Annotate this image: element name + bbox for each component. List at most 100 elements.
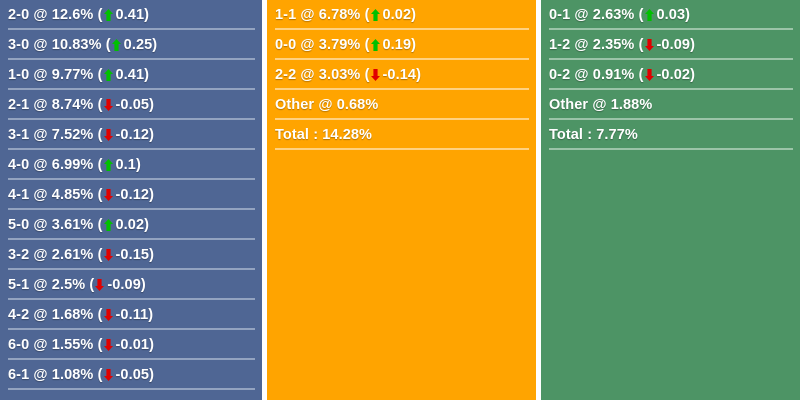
scoreline-value: 0-2 — [549, 67, 571, 83]
trend-up-arrow-icon — [370, 9, 380, 21]
delta-open-paren: ( — [89, 277, 95, 293]
delta-close-paren: ) — [690, 37, 695, 53]
scoreline-row[interactable]: 3-0 @ 10.83% (0.25) — [8, 30, 255, 60]
delta-close-paren: ) — [152, 37, 158, 53]
scoreline-row[interactable]: 6-1 @ 1.08% ( -0.05) — [8, 360, 255, 390]
at-separator: @ — [592, 97, 607, 113]
delta-open-paren: ( — [97, 367, 103, 383]
probability-percent: 6.99% — [51, 157, 94, 173]
delta-value: -0.15 — [115, 247, 150, 263]
scoreline-row[interactable]: 5-1 @ 2.5% (-0.09) — [8, 270, 255, 300]
scoreline-row[interactable]: 1-0 @ 9.77% (0.41) — [8, 60, 255, 90]
delta-close-paren: ) — [411, 7, 417, 23]
scoreline-value: 1-2 — [549, 37, 571, 53]
delta-close-paren: ) — [144, 217, 150, 233]
probability-percent: 1.08% — [51, 367, 94, 383]
scoreline-row[interactable]: 1-2 @ 2.35% (-0.09) — [549, 30, 793, 60]
scoreline-value: 5-0 — [8, 217, 30, 233]
probability-percent: 1.68% — [51, 307, 94, 323]
delta-close-paren: ) — [411, 37, 417, 53]
trend-down-arrow-icon — [370, 69, 380, 81]
probability-percent: 2.35% — [592, 37, 635, 53]
delta-open-paren: ( — [105, 37, 111, 53]
scoreline-row[interactable]: 2-0 @ 12.6% (0.41) — [8, 0, 255, 30]
column-away-win-scorelines: 0-1 @ 2.63% (0.03) 1-2 @ 2.35% (-0.09) 0-2… — [541, 0, 800, 400]
scoreline-row[interactable]: 1-1 @ 6.78% (0.02) — [275, 0, 529, 30]
delta-value: 0.1 — [115, 157, 136, 173]
delta-value: 0.41 — [115, 67, 145, 83]
scoreline-row[interactable]: Other @ 1.88% — [549, 90, 793, 120]
delta-open-paren: ( — [638, 7, 644, 23]
trend-up-arrow-icon — [644, 9, 654, 21]
probability-percent: 2.61% — [51, 247, 94, 263]
column-draw-scorelines: 1-1 @ 6.78% (0.02) 0-0 @ 3.79% (0.19) 2-2 … — [267, 0, 536, 400]
delta-value: 0.19 — [382, 37, 412, 53]
scoreline-row[interactable]: 6-0 @ 1.55% (-0.01) — [8, 330, 255, 360]
scoreline-value: 0-1 — [549, 7, 571, 23]
scoreline-row[interactable]: Other @ 0.68% — [275, 90, 529, 120]
scoreline-value: 4-2 — [8, 307, 30, 323]
delta-close-paren: ) — [685, 7, 691, 23]
trend-down-arrow-icon — [644, 39, 654, 51]
scoreline-value: 6-1 — [8, 367, 30, 383]
delta-open-paren: ( — [364, 7, 370, 23]
scoreline-row[interactable]: 5-0 @ 3.61% (0.02) — [8, 210, 255, 240]
delta-value: -0.12 — [115, 187, 150, 203]
at-separator: @ — [33, 367, 48, 383]
at-separator: @ — [33, 7, 48, 23]
delta-value: 0.03 — [656, 7, 686, 23]
scoreline-row[interactable]: 3-1 @ 7.52% (-0.12) — [8, 120, 255, 150]
scoreline-row[interactable]: 2-2 @ 3.03% (-0.14) — [275, 60, 529, 90]
trend-up-arrow-icon — [103, 159, 113, 171]
scoreline-value: 2-2 — [275, 67, 297, 83]
scoreline-row[interactable]: 3-2 @ 2.61% (-0.15) — [8, 240, 255, 270]
scoreline-row[interactable]: 0-1 @ 2.63% (0.03) — [549, 0, 793, 30]
at-separator: @ — [574, 67, 589, 83]
at-separator: @ — [33, 97, 48, 113]
trend-up-arrow-icon — [103, 69, 113, 81]
at-separator: @ — [33, 307, 48, 323]
delta-value: -0.11 — [115, 307, 149, 323]
scoreline-value: Other — [275, 97, 315, 113]
scoreline-row[interactable]: 0-2 @ 0.91% (-0.02) — [549, 60, 793, 90]
scoreline-row[interactable]: 2-1 @ 8.74% (-0.05) — [8, 90, 255, 120]
trend-down-arrow-icon — [103, 249, 113, 261]
at-separator: @ — [318, 97, 333, 113]
delta-open-paren: ( — [97, 187, 103, 203]
trend-up-arrow-icon — [370, 39, 380, 51]
scoreline-row[interactable]: 4-2 @ 1.68% (-0.11) — [8, 300, 255, 330]
delta-close-paren: ) — [135, 157, 141, 173]
probability-percent: 2.63% — [592, 7, 635, 23]
delta-close-paren: ) — [149, 367, 154, 383]
at-separator: @ — [574, 7, 589, 23]
delta-value: -0.12 — [115, 127, 150, 143]
delta-value: -0.05 — [115, 367, 150, 383]
at-separator: @ — [33, 67, 48, 83]
trend-down-arrow-icon — [103, 339, 113, 351]
total-row[interactable]: Total : 14.28% — [275, 120, 529, 150]
delta-close-paren: ) — [149, 127, 154, 143]
probability-percent: 6.78% — [318, 7, 361, 23]
probability-percent: 0.91% — [592, 67, 635, 83]
trend-up-arrow-icon — [111, 39, 121, 51]
scoreline-value: 3-2 — [8, 247, 30, 263]
probability-percent: 9.77% — [51, 67, 94, 83]
trend-down-arrow-icon — [103, 189, 113, 201]
probability-percent: 0.68% — [336, 97, 379, 113]
delta-open-paren: ( — [97, 67, 103, 83]
delta-value: -0.14 — [382, 67, 417, 83]
probability-percent: 8.74% — [51, 97, 94, 113]
scoreline-row[interactable]: 0-0 @ 3.79% (0.19) — [275, 30, 529, 60]
scoreline-row[interactable]: 4-0 @ 6.99% (0.1) — [8, 150, 255, 180]
delta-open-paren: ( — [364, 67, 370, 83]
scoreline-row[interactable]: 4-1 @ 4.85% (-0.12) — [8, 180, 255, 210]
probability-percent: 12.6% — [51, 7, 94, 23]
delta-value: 0.41 — [115, 7, 145, 23]
total-row[interactable]: Total : 7.77% — [549, 120, 793, 150]
trend-up-arrow-icon — [103, 9, 113, 21]
delta-close-paren: ) — [144, 67, 150, 83]
at-separator: @ — [300, 67, 315, 83]
trend-down-arrow-icon — [644, 69, 654, 81]
delta-value: -0.02 — [656, 67, 691, 83]
